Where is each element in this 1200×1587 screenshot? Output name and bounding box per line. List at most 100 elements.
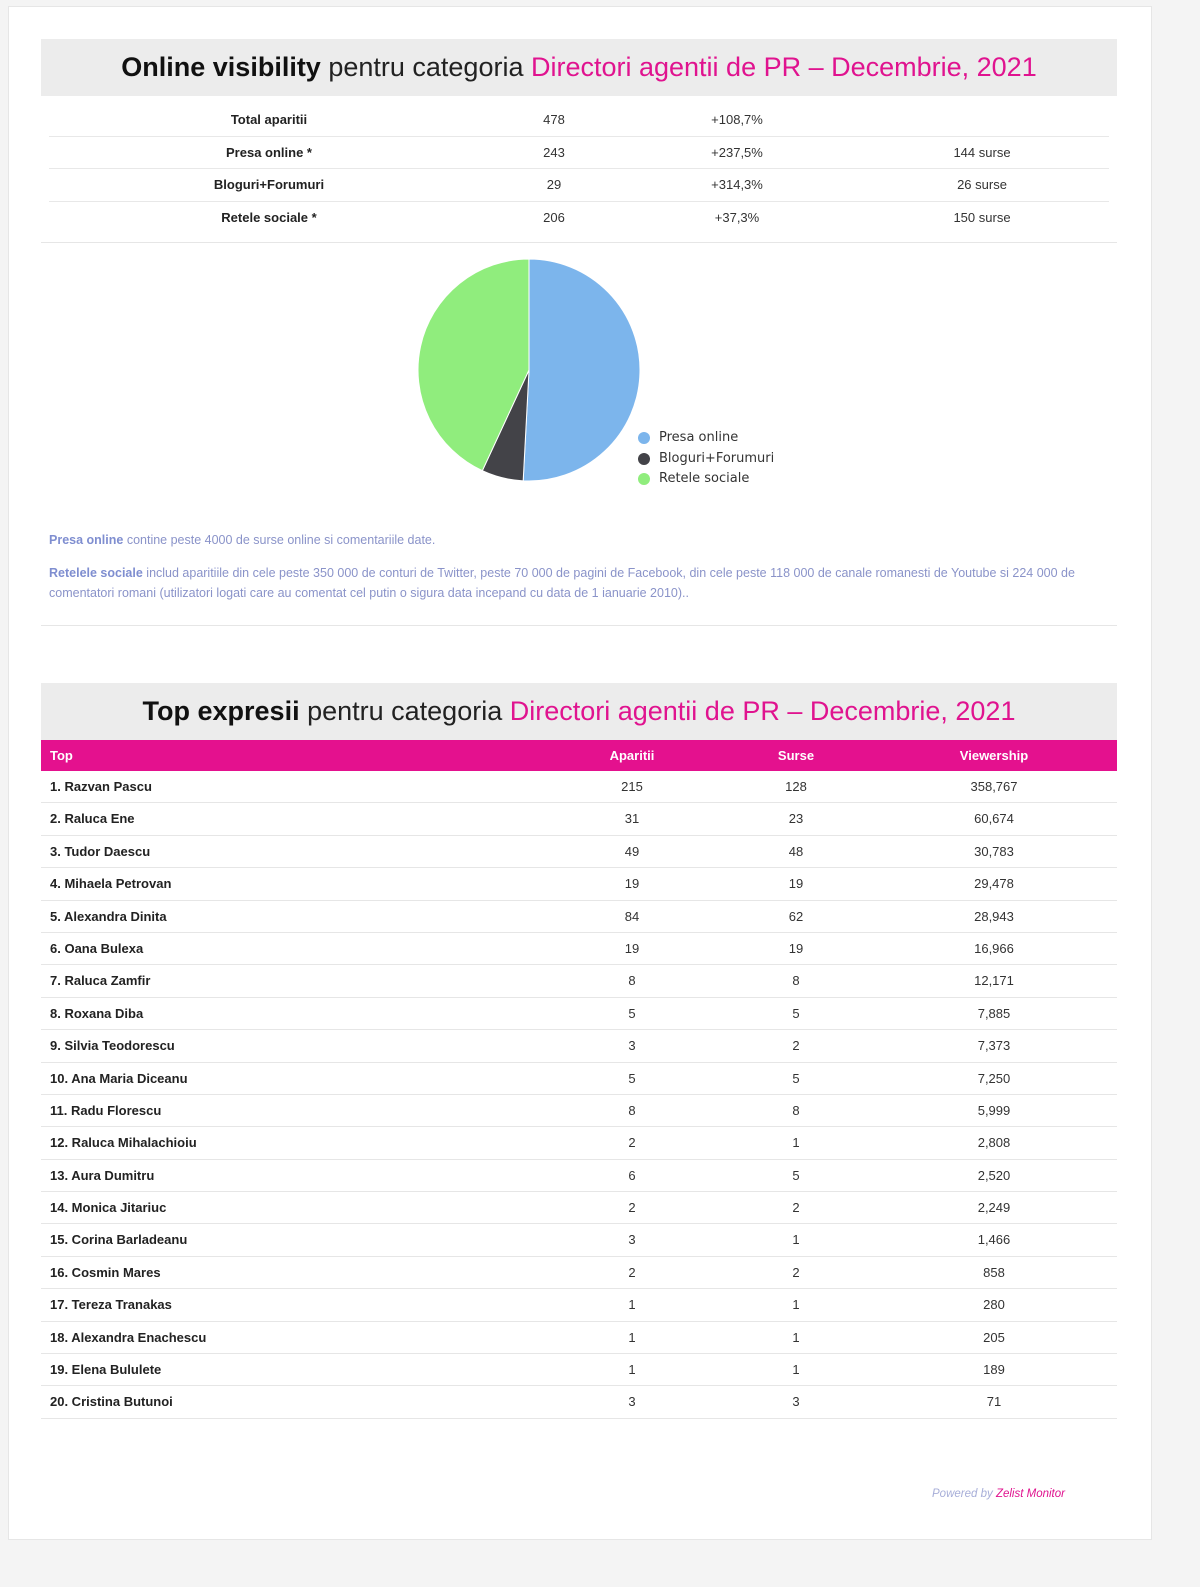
- table-row: 1. Razvan Pascu 215 128 358,767: [41, 771, 1117, 804]
- top-title-mid: pentru categoria: [299, 696, 510, 726]
- row-surse: 8: [792, 973, 800, 989]
- row-surse: 5: [792, 1167, 800, 1183]
- table-row: 18. Alexandra Enachescu 1 1 205: [41, 1322, 1117, 1355]
- note-presa-bold: Presa online: [49, 533, 124, 547]
- row-name: 5. Alexandra Dinita: [50, 908, 167, 924]
- pie-slice-presa-online[interactable]: [522, 258, 641, 482]
- table-row: 20. Cristina Butunoi 3 3 71: [41, 1386, 1117, 1419]
- visibility-title-bold: Online visibility: [121, 52, 321, 82]
- table-header: Top Aparitii Surse Viewership: [41, 740, 1117, 771]
- legend-label: Presa online: [659, 430, 739, 445]
- table-row: 12. Raluca Mihalachioiu 2 1 2,808: [41, 1127, 1117, 1160]
- row-aparitii: 1: [628, 1362, 636, 1378]
- powered-brand-link[interactable]: Zelist Monitor: [995, 1488, 1065, 1500]
- visibility-summary-table: Total aparitii 478 +108,7% Presa online * 24…: [49, 104, 1109, 234]
- summary-value: 478: [543, 112, 565, 127]
- row-viewership: 1,466: [977, 1232, 1011, 1248]
- table-row: 14. Monica Jitariuc 2 2 2,249: [41, 1192, 1117, 1225]
- summary-value: 29: [546, 177, 562, 192]
- legend-item[interactable]: Presa online: [636, 428, 774, 449]
- row-aparitii: 5: [628, 1005, 636, 1021]
- row-aparitii: 2: [628, 1135, 636, 1151]
- row-name: 15. Corina Barladeanu: [50, 1232, 188, 1248]
- row-surse: 1: [792, 1297, 800, 1313]
- table-row: 5. Alexandra Dinita 84 62 28,943: [41, 901, 1117, 933]
- row-aparitii: 3: [628, 1038, 636, 1054]
- report-card: [8, 6, 1152, 1540]
- row-name: 19. Elena Bululete: [50, 1362, 162, 1378]
- row-aparitii: 3: [628, 1394, 636, 1410]
- row-name: 2. Raluca Ene: [50, 811, 135, 827]
- row-viewership: 858: [983, 1264, 1005, 1280]
- row-surse: 3: [792, 1394, 800, 1410]
- visibility-title-category: Directori agentii de PR – Decembrie, 202…: [530, 52, 1037, 82]
- row-surse: 1: [792, 1232, 800, 1248]
- note-retele-bold: Retelele sociale: [49, 565, 143, 580]
- row-aparitii: 19: [624, 876, 640, 892]
- table-row: 11. Radu Florescu 8 8 5,999: [41, 1095, 1117, 1128]
- summary-value: 206: [543, 209, 565, 225]
- row-viewership: 2,249: [977, 1200, 1011, 1216]
- powered-by[interactable]: Powered by Zelist Monitor: [932, 1488, 1065, 1500]
- visibility-pie-chart: [417, 258, 641, 482]
- legend-label: Retele sociale: [659, 471, 750, 486]
- summary-row: Retele sociale * 206 +37,3% 150 surse: [49, 202, 1109, 235]
- row-aparitii: 5: [628, 1070, 636, 1086]
- summary-row: Bloguri+Forumuri 29 +314,3% 26 surse: [49, 169, 1109, 202]
- row-surse: 1: [792, 1329, 800, 1345]
- row-viewership: 358,767: [970, 779, 1018, 794]
- legend-item[interactable]: Bloguri+Forumuri: [636, 449, 774, 470]
- table-row: 7. Raluca Zamfir 8 8 12,171: [41, 965, 1117, 998]
- legend-marker: [638, 452, 650, 465]
- row-viewership: 29,478: [974, 876, 1014, 892]
- table-row: 2. Raluca Ene 31 23 60,674: [41, 803, 1117, 836]
- table-row: 10. Ana Maria Diceanu 5 5 7,250: [41, 1063, 1117, 1095]
- row-name: 17. Tereza Tranakas: [50, 1297, 172, 1313]
- row-viewership: 71: [986, 1394, 1002, 1410]
- legend-marker: [638, 473, 650, 485]
- row-name: 1. Razvan Pascu: [50, 779, 152, 794]
- table-row: 17. Tereza Tranakas 1 1 280: [41, 1289, 1117, 1322]
- summary-label: Retele sociale *: [221, 209, 317, 225]
- summary-label: Presa online *: [226, 144, 312, 160]
- row-aparitii: 1: [628, 1329, 636, 1345]
- top-expressions-table: Top Aparitii Surse Viewership 1. Razvan …: [41, 740, 1117, 1419]
- pie-slice-retele-sociale[interactable]: [417, 258, 530, 472]
- row-aparitii: 215: [621, 779, 643, 794]
- row-surse: 8: [792, 1102, 800, 1118]
- row-name: 12. Raluca Mihalachioiu: [50, 1135, 197, 1151]
- row-surse: 23: [788, 811, 804, 827]
- summary-label: Bloguri+Forumuri: [213, 177, 325, 192]
- row-surse: 48: [788, 843, 804, 859]
- row-aparitii: 2: [628, 1200, 636, 1216]
- row-surse: 2: [792, 1038, 800, 1054]
- row-name: 18. Alexandra Enachescu: [50, 1329, 207, 1345]
- row-surse: 5: [792, 1070, 800, 1086]
- summary-change: +237,5%: [711, 144, 763, 160]
- table-row: 15. Corina Barladeanu 3 1 1,466: [41, 1224, 1117, 1257]
- row-aparitii: 84: [624, 908, 640, 924]
- row-name: 8. Roxana Diba: [50, 1005, 144, 1021]
- row-name: 11. Radu Florescu: [50, 1102, 162, 1118]
- note-presa-text: contine peste 4000 de surse online si co…: [123, 533, 436, 547]
- row-aparitii: 31: [624, 811, 640, 827]
- header-viewership: Viewership: [959, 748, 1029, 763]
- table-body: 1. Razvan Pascu 215 128 358,767 2. Raluca En…: [41, 771, 1117, 1419]
- table-row: 4. Mihaela Petrovan 19 19 29,478: [41, 868, 1117, 901]
- legend-marker: [638, 432, 650, 444]
- row-viewership: 30,783: [974, 843, 1014, 859]
- row-surse: 2: [792, 1264, 800, 1280]
- row-surse: 1: [792, 1135, 800, 1151]
- row-name: 6. Oana Bulexa: [50, 940, 144, 956]
- pie-legend: Presa online Bloguri+Forumuri Retele socia…: [636, 428, 774, 490]
- row-viewership: 60,674: [974, 811, 1014, 827]
- visibility-title-mid: pentru categoria: [320, 52, 531, 82]
- row-viewership: 12,171: [974, 973, 1014, 989]
- table-row: 6. Oana Bulexa 19 19 16,966: [41, 933, 1117, 966]
- row-viewership: 7,885: [977, 1005, 1011, 1021]
- note-presa: Presa online contine peste 4000 de surse…: [49, 530, 1111, 551]
- row-surse: 5: [792, 1005, 800, 1021]
- legend-item[interactable]: Retele sociale: [636, 469, 774, 490]
- row-viewership: 280: [983, 1297, 1005, 1313]
- row-viewership: 7,373: [977, 1038, 1011, 1054]
